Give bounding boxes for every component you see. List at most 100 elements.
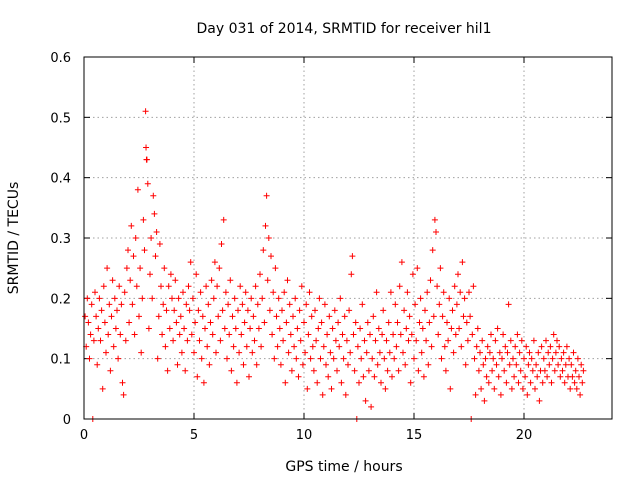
data-point — [358, 355, 365, 362]
data-point — [171, 307, 178, 314]
data-point — [143, 156, 150, 163]
data-point — [557, 373, 564, 380]
data-point — [578, 361, 585, 368]
data-point — [400, 349, 406, 356]
data-point — [331, 307, 338, 314]
data-point — [496, 349, 503, 356]
data-point — [458, 343, 465, 350]
data-point — [560, 349, 567, 356]
data-point — [327, 349, 334, 356]
data-point — [398, 259, 405, 266]
data-point — [422, 307, 428, 314]
data-point — [149, 295, 156, 302]
data-point — [523, 343, 530, 350]
data-point — [447, 385, 454, 392]
data-point — [357, 325, 364, 332]
data-point — [431, 216, 438, 223]
data-point — [416, 319, 423, 326]
data-point — [334, 367, 340, 374]
data-point — [550, 331, 557, 338]
data-point — [577, 391, 584, 398]
data-point — [97, 337, 104, 344]
data-point — [411, 355, 417, 362]
data-point — [409, 271, 416, 278]
data-point — [319, 391, 326, 398]
data-point — [172, 277, 179, 284]
data-point — [502, 343, 509, 350]
data-point — [285, 349, 292, 356]
data-point — [326, 313, 333, 320]
data-point — [365, 367, 372, 374]
data-point — [304, 385, 311, 392]
data-point — [93, 313, 100, 320]
data-point — [315, 325, 322, 332]
data-point — [552, 349, 559, 356]
data-point — [536, 397, 543, 404]
data-point — [105, 331, 112, 338]
data-point — [489, 367, 496, 374]
x-tick-labels: 0 5 10 15 20 — [80, 428, 532, 443]
data-point — [479, 337, 486, 344]
data-point — [199, 313, 206, 320]
data-point — [478, 385, 485, 392]
data-point — [186, 307, 193, 314]
data-point — [354, 343, 361, 350]
data-point — [152, 253, 159, 260]
data-point — [108, 313, 115, 320]
data-point — [268, 253, 274, 260]
data-point — [351, 367, 358, 374]
data-point — [547, 343, 554, 350]
data-point — [263, 192, 270, 199]
data-point — [128, 222, 135, 229]
data-point — [481, 397, 488, 404]
data-point — [420, 373, 427, 380]
y-tick-label: 0.5 — [50, 111, 71, 126]
data-point — [370, 313, 377, 320]
data-point — [470, 283, 477, 290]
data-point — [148, 235, 155, 241]
data-point — [107, 367, 114, 374]
data-point — [572, 367, 579, 374]
data-point — [337, 295, 344, 302]
data-point — [464, 337, 471, 344]
data-point — [563, 343, 570, 350]
data-point — [156, 241, 163, 248]
x-tick-label: 15 — [406, 428, 423, 443]
data-point — [423, 337, 430, 344]
data-point — [238, 331, 245, 338]
data-point — [132, 235, 139, 241]
data-point — [286, 301, 293, 308]
data-point — [222, 289, 229, 296]
data-point — [258, 343, 265, 350]
data-point — [390, 331, 397, 338]
data-point — [457, 289, 464, 296]
data-point — [534, 373, 541, 380]
data-point — [118, 301, 125, 308]
data-point — [452, 331, 459, 338]
data-point — [444, 319, 450, 326]
data-point — [500, 331, 507, 338]
data-point — [239, 301, 246, 308]
data-point — [483, 373, 490, 380]
data-point — [526, 349, 533, 356]
data-point — [235, 307, 241, 314]
data-point — [220, 216, 227, 223]
data-point — [507, 337, 514, 344]
data-point — [389, 373, 395, 380]
data-point — [345, 361, 351, 368]
data-point — [412, 301, 419, 308]
data-point — [284, 277, 291, 284]
data-point — [330, 355, 337, 362]
y-tick-label: 0 — [63, 413, 71, 428]
data-point — [251, 337, 258, 344]
data-point — [372, 337, 379, 344]
y-tick-label: 0.2 — [50, 292, 71, 307]
data-point — [114, 307, 120, 314]
data-point — [396, 283, 403, 290]
data-point — [180, 289, 186, 296]
data-point — [232, 325, 239, 332]
data-point — [417, 295, 424, 302]
data-point — [439, 313, 446, 320]
data-point — [111, 295, 118, 302]
